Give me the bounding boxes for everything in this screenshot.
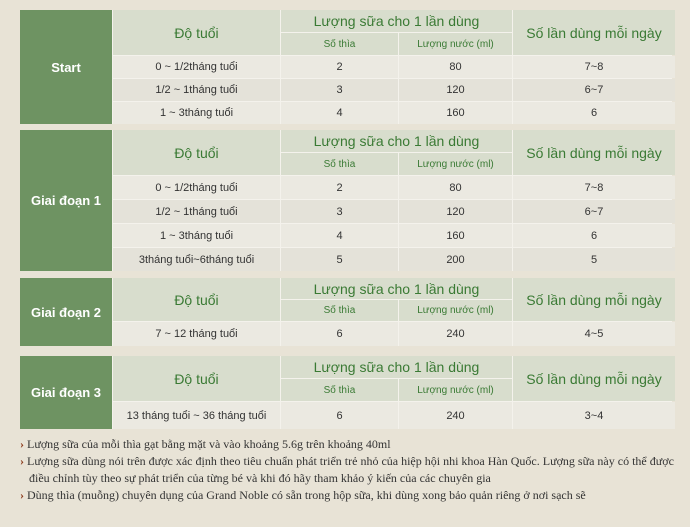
cell: Lượng nước (ml) bbox=[399, 300, 512, 321]
notes: Lượng sữa của mỗi thìa gạt bằng mặt và v… bbox=[20, 436, 680, 504]
cell: Lượng sữa cho 1 lần dùng bbox=[281, 10, 512, 32]
cell: 7~8 bbox=[513, 56, 675, 78]
cell: 4 bbox=[281, 224, 398, 247]
cell: Lượng sữa cho 1 lần dùng bbox=[281, 278, 512, 299]
cell: 7 ~ 12 tháng tuổi bbox=[113, 322, 280, 346]
cell: 3tháng tuổi~6tháng tuổi bbox=[113, 248, 280, 271]
cell: 6~7 bbox=[513, 200, 675, 223]
table-block: Giai đoạn 2 Độ tuổi Lượng sữa cho 1 lần dù… bbox=[20, 278, 675, 346]
cell: 6 bbox=[513, 224, 675, 247]
cell: 2 bbox=[281, 176, 398, 199]
cell: 5 bbox=[513, 248, 675, 271]
cell: 6 bbox=[281, 322, 398, 346]
table-block: Giai đoạn 1 Độ tuổi Lượng sữa cho 1 lần dù… bbox=[20, 130, 675, 271]
cell: Start bbox=[20, 10, 112, 124]
cell: 4~5 bbox=[513, 322, 675, 346]
cell: Lượng sữa cho 1 lần dùng bbox=[281, 130, 512, 152]
cell: Lượng nước (ml) bbox=[399, 153, 512, 175]
cell: Độ tuổi bbox=[113, 10, 280, 55]
cell: 0 ~ 1/2tháng tuổi bbox=[113, 176, 280, 199]
cell: 80 bbox=[399, 56, 512, 78]
cell: 6 bbox=[281, 402, 398, 429]
cell: Số thìa bbox=[281, 153, 398, 175]
cell: Giai đoạn 1 bbox=[20, 130, 112, 271]
cell: 240 bbox=[399, 402, 512, 429]
cell: Độ tuổi bbox=[113, 278, 280, 321]
cell: Số thìa bbox=[281, 33, 398, 55]
cell: Số lần dùng mỗi ngày bbox=[513, 10, 675, 55]
cell: 3 bbox=[281, 79, 398, 101]
cell: Giai đoạn 3 bbox=[20, 356, 112, 429]
cell: Số lần dùng mỗi ngày bbox=[513, 356, 675, 401]
cell: Lượng nước (ml) bbox=[399, 379, 512, 401]
cell: Lượng sữa cho 1 lần dùng bbox=[281, 356, 512, 378]
cell: 1/2 ~ 1tháng tuổi bbox=[113, 200, 280, 223]
cell: 3~4 bbox=[513, 402, 675, 429]
cell: Số lần dùng mỗi ngày bbox=[513, 278, 675, 321]
cell: 240 bbox=[399, 322, 512, 346]
cell: Độ tuổi bbox=[113, 130, 280, 175]
cell: Số thìa bbox=[281, 379, 398, 401]
cell: 200 bbox=[399, 248, 512, 271]
cell: Số lần dùng mỗi ngày bbox=[513, 130, 675, 175]
note: Lượng sữa dùng nói trên được xác định th… bbox=[20, 453, 680, 487]
cell: 3 bbox=[281, 200, 398, 223]
note: Lượng sữa của mỗi thìa gạt bằng mặt và v… bbox=[20, 436, 680, 453]
note: Dùng thìa (muỗng) chuyên dụng của Grand … bbox=[20, 487, 680, 504]
cell: 5 bbox=[281, 248, 398, 271]
table-block: Giai đoạn 3 Độ tuổi Lượng sữa cho 1 lần dù… bbox=[20, 356, 675, 429]
cell: 120 bbox=[399, 79, 512, 101]
cell: 6 bbox=[513, 102, 675, 124]
cell: 4 bbox=[281, 102, 398, 124]
cell: 6~7 bbox=[513, 79, 675, 101]
cell: Số thìa bbox=[281, 300, 398, 321]
cell: 160 bbox=[399, 224, 512, 247]
cell: Giai đoạn 2 bbox=[20, 278, 112, 346]
cell: 1 ~ 3tháng tuổi bbox=[113, 224, 280, 247]
cell: 1/2 ~ 1tháng tuổi bbox=[113, 79, 280, 101]
cell: 120 bbox=[399, 200, 512, 223]
table-block: Start Độ tuổi Lượng sữa cho 1 lần dùng Số t… bbox=[20, 10, 675, 124]
cell: 13 tháng tuổi ~ 36 tháng tuổi bbox=[113, 402, 280, 429]
cell: 80 bbox=[399, 176, 512, 199]
cell: 1 ~ 3tháng tuổi bbox=[113, 102, 280, 124]
cell: Lượng nước (ml) bbox=[399, 33, 512, 55]
cell: 0 ~ 1/2tháng tuổi bbox=[113, 56, 280, 78]
cell: 2 bbox=[281, 56, 398, 78]
cell: Độ tuổi bbox=[113, 356, 280, 401]
cell: 7~8 bbox=[513, 176, 675, 199]
cell: 160 bbox=[399, 102, 512, 124]
